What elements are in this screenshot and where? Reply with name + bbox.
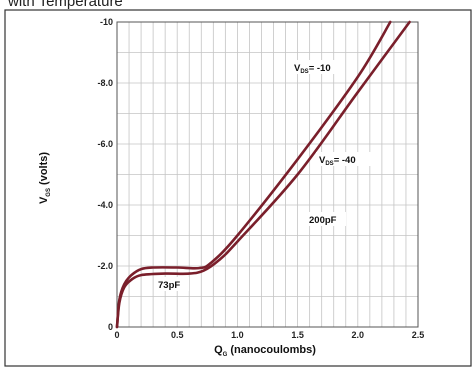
annotation-200pf: 200pF — [306, 212, 346, 226]
series-label-vds-10-text: VDS= -10 — [294, 63, 331, 75]
x-tick-labels: 0 0.5 1.0 1.5 2.0 2.5 — [114, 330, 424, 340]
plot-area-border — [116, 21, 419, 328]
y-axis-title-rest: (volts) — [38, 152, 50, 188]
series-label-vds-40-suffix: = -40 — [334, 155, 356, 166]
y-tick-label: -2.0 — [97, 261, 113, 271]
y-axis-title: VGS (volts) — [38, 152, 52, 204]
y-tick-label: -8.0 — [97, 78, 113, 88]
series-label-vds-40-text: VDS= -40 — [319, 155, 356, 167]
series-label-vds-40-bg — [316, 152, 372, 166]
x-axis-title: QG (nanocoulombs) — [214, 344, 316, 358]
series-lines — [115, 20, 411, 329]
header-caption-svg: with Temperature — [7, 0, 123, 10]
series-label-vds-40-prefix: V — [319, 155, 326, 166]
x-axis-title-rest: (nanocoulombs) — [227, 344, 316, 356]
annotation-73pf-text: 73pF — [158, 280, 180, 291]
annotation-200pf-text: 200pF — [309, 215, 337, 226]
y-tick-label: -10 — [100, 17, 113, 27]
series-label-vds-10-prefix: V — [294, 63, 301, 74]
figure-frame — [4, 9, 472, 367]
x-tick-label: 2.0 — [352, 330, 365, 340]
y-tick-label: -6.0 — [97, 139, 113, 149]
x-axis-title-sub: G — [223, 352, 228, 358]
series-label-vds-10-suffix: = -10 — [309, 63, 331, 74]
y-tick-label: 0 — [108, 322, 113, 332]
x-axis-title-main: Q — [214, 344, 223, 356]
series-line-vds-40 — [115, 20, 411, 329]
x-tick-label: 0.5 — [171, 330, 184, 340]
annotation-200pf-bg — [306, 212, 346, 226]
series-label-vds-10: VDS= -10 — [291, 60, 343, 75]
x-tick-label: 1.0 — [231, 330, 244, 340]
x-tick-label: 0 — [114, 330, 119, 340]
series-label-vds-40: VDS= -40 — [316, 152, 372, 167]
chart-background — [0, 10, 476, 369]
annotation-73pf-bg — [155, 277, 189, 291]
series-label-vds-40-sub: DS — [325, 161, 333, 167]
y-tick-labels: 0 -2.0 -4.0 -6.0 -8.0 -10 — [97, 17, 113, 332]
header-caption: with Temperature — [6, 0, 206, 12]
x-tick-label: 2.5 — [412, 330, 425, 340]
y-axis-title-main: V — [38, 196, 50, 204]
y-tick-label: -4.0 — [97, 200, 113, 210]
series-line-vds-10 — [115, 20, 392, 329]
y-axis-title-sub: GS — [46, 188, 52, 197]
x-tick-label: 1.5 — [291, 330, 304, 340]
annotation-73pf: 73pF — [155, 277, 189, 291]
grid-lines — [117, 22, 418, 327]
series-label-vds-10-sub: DS — [300, 69, 308, 75]
series-label-vds-10-bg — [291, 60, 343, 74]
header-caption-text: with Temperature — [7, 0, 123, 10]
